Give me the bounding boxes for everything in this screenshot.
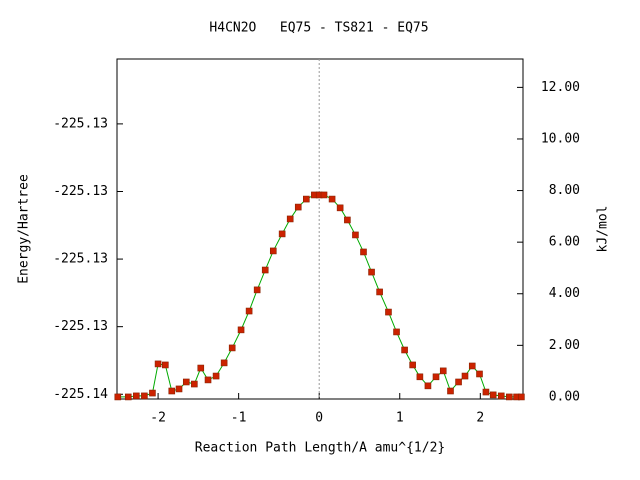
y2-tick-label: 6.00 (549, 235, 580, 250)
data-point (141, 392, 148, 400)
data-point (114, 393, 122, 401)
data-point (286, 215, 294, 223)
data-point (320, 191, 328, 199)
data-point (175, 385, 183, 393)
data-point (133, 392, 140, 400)
data-point (278, 230, 286, 238)
data-point (447, 387, 454, 395)
data-point (124, 393, 132, 401)
x-tick-label: 1 (396, 411, 404, 426)
data-point (432, 373, 440, 381)
data-point (489, 391, 497, 399)
x-tick-label: 2 (476, 411, 484, 426)
y-tick-label: -225.13 (53, 116, 108, 131)
y-axis-label: Energy/Hartree (17, 174, 32, 284)
y2-tick-label: 12.00 (541, 80, 580, 95)
data-point (168, 387, 176, 395)
y2-tick-label: 0.00 (549, 389, 580, 404)
data-point (149, 389, 156, 397)
data-point (401, 346, 408, 354)
y2-axis-label: kJ/mol (596, 206, 611, 253)
data-point (261, 266, 269, 274)
x-tick-label: 0 (315, 411, 323, 426)
data-point (336, 204, 344, 212)
x-tick-label: -1 (231, 411, 247, 426)
data-point (245, 307, 253, 315)
y2-tick-label: 2.00 (549, 338, 580, 353)
y2-tick-label: 4.00 (549, 286, 580, 301)
y-tick-label: -225.13 (53, 184, 108, 199)
y-tick-label: -225.13 (53, 252, 108, 267)
data-point (237, 326, 245, 334)
data-point (393, 328, 400, 336)
data-point (212, 372, 220, 380)
data-point (162, 361, 169, 369)
data-point (497, 392, 505, 400)
x-axis-label: Reaction Path Length/A amu^{1/2} (195, 441, 445, 456)
data-point (204, 376, 212, 384)
plot-frame (116, 58, 524, 400)
data-point (461, 372, 469, 380)
data-point (269, 247, 277, 255)
data-point (518, 393, 525, 401)
data-point (476, 370, 483, 378)
data-point (182, 378, 190, 386)
y2-tick-label: 8.00 (549, 183, 580, 198)
data-point (228, 344, 236, 352)
y-tick-label: -225.13 (53, 319, 108, 334)
data-point (220, 359, 228, 367)
data-point (197, 364, 205, 372)
data-point (303, 195, 310, 203)
data-point (368, 268, 375, 276)
x-tick-label: -2 (150, 411, 166, 426)
data-point (409, 361, 416, 369)
data-point (191, 380, 198, 388)
data-point (455, 378, 462, 386)
data-point (294, 203, 302, 211)
data-point (352, 231, 359, 239)
data-point (482, 388, 490, 396)
y-tick-label: -225.14 (53, 387, 108, 402)
data-point (439, 367, 447, 375)
data-point (416, 373, 424, 381)
data-point (506, 393, 513, 401)
data-point (424, 382, 432, 390)
chart-title: H4CN2O EQ75 - TS821 - EQ75 (209, 21, 428, 36)
data-point (385, 308, 392, 316)
data-point (253, 286, 261, 294)
data-point (360, 248, 367, 256)
data-point (468, 362, 476, 370)
y2-tick-label: 10.00 (541, 131, 580, 146)
data-point (344, 216, 351, 224)
data-point (376, 288, 383, 296)
data-point (328, 195, 336, 203)
data-point (154, 360, 162, 368)
